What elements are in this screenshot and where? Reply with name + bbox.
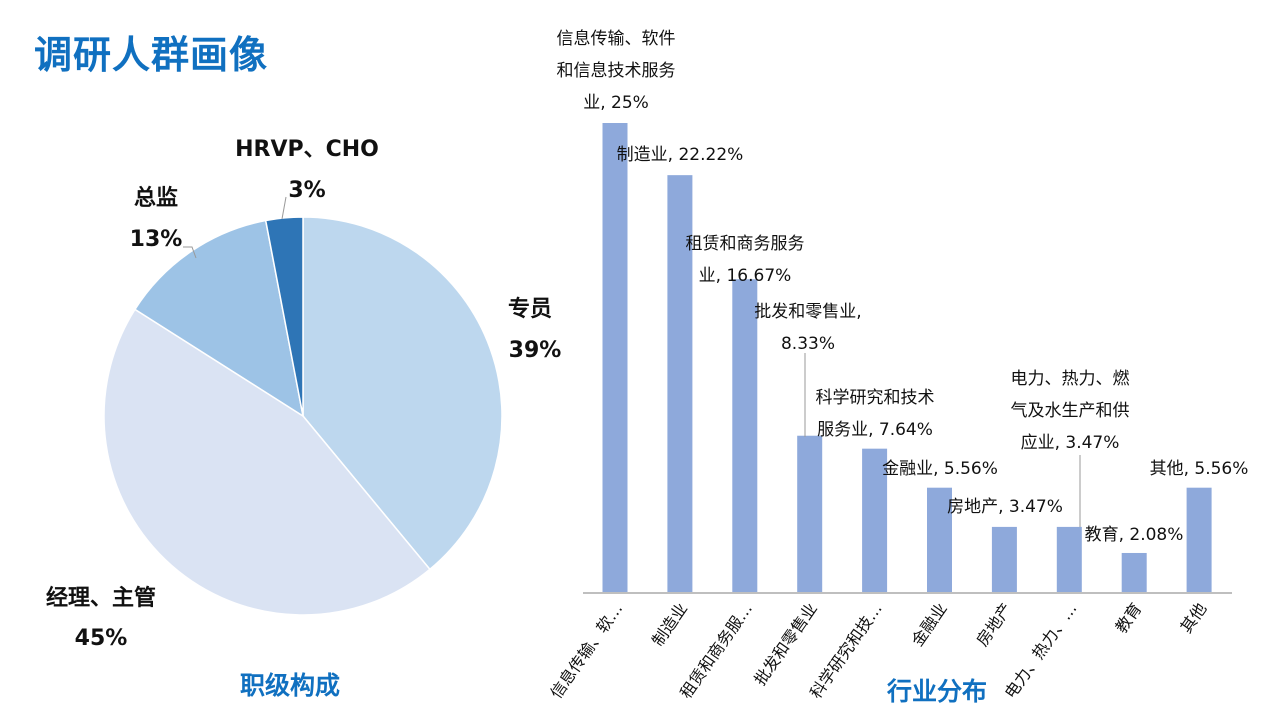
- bar-data-label: 批发和零售业,: [754, 302, 861, 322]
- pie-value-label: 45%: [75, 626, 128, 651]
- bar-data-label: 和信息技术服务: [557, 61, 676, 81]
- bar-data-label: 服务业, 7.64%: [817, 420, 933, 440]
- pie-slice: [302, 216, 503, 571]
- x-tick-label: 科学研究和技…: [806, 599, 886, 702]
- x-tick-label: 批发和零售业: [750, 599, 821, 689]
- x-tick-label: 其他: [1176, 599, 1210, 636]
- bar: [732, 279, 758, 592]
- bar-data-label: 应业, 3.47%: [1021, 433, 1120, 453]
- leader-line: [183, 246, 197, 259]
- bar-data-label: 信息传输、软件: [557, 29, 676, 49]
- x-tick-label: 租赁和商务服…: [676, 599, 756, 702]
- bar-data-label: 金融业, 5.56%: [882, 459, 998, 479]
- x-tick-label: 信息传输、软…: [546, 599, 626, 702]
- bar: [1056, 526, 1082, 592]
- x-tick-label: 制造业: [648, 599, 691, 649]
- pie-slice: [103, 308, 431, 616]
- bar-data-label: 租赁和商务服务: [686, 234, 805, 254]
- bar-data-label: 电力、热力、燃: [1011, 369, 1130, 389]
- x-tick-label: 金融业: [908, 599, 951, 649]
- bar-data-label: 制造业, 22.22%: [617, 145, 744, 165]
- leader-line: [281, 196, 287, 220]
- bar: [1121, 552, 1147, 592]
- pie-label: 经理、主管: [46, 585, 156, 611]
- pie-value-label: 3%: [288, 178, 325, 203]
- bar: [927, 487, 952, 592]
- pie-label: HRVP、CHO: [235, 137, 379, 162]
- bar-subtitle: 行业分布: [887, 677, 988, 706]
- bar-data-label: 8.33%: [781, 334, 835, 354]
- bar-data-label: 教育, 2.08%: [1085, 525, 1184, 545]
- pie-label: 总监: [134, 185, 178, 211]
- bar: [991, 526, 1017, 592]
- bar-data-label: 科学研究和技术: [816, 388, 935, 408]
- bar: [862, 448, 888, 592]
- x-tick-label: 教育: [1112, 599, 1146, 636]
- bar-data-label: 房地产, 3.47%: [947, 497, 1063, 517]
- page-title: 调研人群画像: [34, 33, 269, 77]
- x-tick-label: 房地产: [973, 599, 1016, 649]
- pie-slice: [264, 216, 304, 417]
- x-tick-label: 电力、热力、…: [1001, 599, 1081, 702]
- bar: [797, 435, 823, 592]
- bar-data-label: 业, 25%: [583, 93, 649, 113]
- pie-value-label: 13%: [130, 227, 183, 252]
- pie-value-label: 39%: [509, 338, 562, 363]
- bar-data-label: 气及水生产和供: [1011, 401, 1130, 421]
- bar: [667, 175, 693, 592]
- bar-data-label: 其他, 5.56%: [1150, 459, 1249, 479]
- pie-label: 专员: [508, 296, 552, 322]
- pie-slice: [133, 219, 305, 418]
- bar-data-label: 业, 16.67%: [699, 266, 792, 286]
- bar: [602, 123, 628, 592]
- bar: [1186, 487, 1212, 592]
- pie-subtitle: 职级构成: [240, 671, 341, 700]
